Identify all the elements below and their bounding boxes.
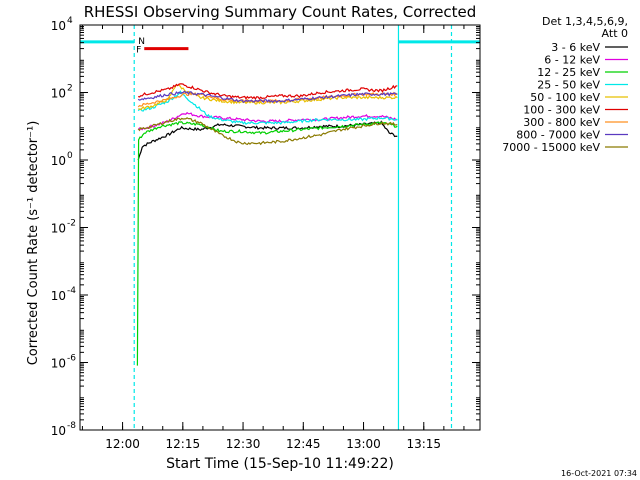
y-tick-exponent-5: -6 [67, 354, 76, 364]
legend-label-2: 12 - 25 keV [537, 66, 600, 79]
legend-label-0: 3 - 6 keV [551, 41, 600, 54]
x-tick-label-1: 12:15 [166, 437, 201, 451]
y-tick-label-0: 10 [51, 19, 66, 33]
x-tick-label-5: 13:15 [406, 437, 441, 451]
series-line-7 [137, 90, 398, 104]
x-tick-label-4: 13:00 [346, 437, 381, 451]
legend-header-1: Att 0 [602, 27, 628, 40]
series-line-8 [137, 117, 398, 146]
state-bar-label-3: F [136, 46, 141, 56]
y-tick-label-5: 10 [51, 357, 66, 371]
y-tick-label-1: 10 [51, 87, 66, 101]
y-tick-label-3: 10 [51, 222, 66, 236]
legend-label-5: 100 - 300 keV [523, 104, 600, 117]
state-bar-label-1: N [138, 37, 145, 47]
x-tick-label-2: 12:30 [226, 437, 261, 451]
series-line-2 [136, 121, 398, 366]
plot-area: NF [80, 25, 480, 430]
y-tick-exponent-0: 4 [67, 16, 73, 26]
y-tick-exponent-3: -2 [67, 219, 76, 229]
legend-label-7: 800 - 7000 keV [516, 129, 600, 142]
y-tick-exponent-2: 0 [67, 151, 73, 161]
legend-label-1: 6 - 12 keV [544, 54, 600, 67]
legend-header-0: Det 1,3,4,5,6,9, [542, 15, 628, 28]
series-group [133, 25, 453, 430]
legend-label-8: 7000 - 15000 keV [502, 141, 600, 154]
legend-label-6: 300 - 800 keV [523, 116, 600, 129]
series-line-5 [138, 83, 398, 100]
y-tick-exponent-4: -4 [67, 286, 76, 296]
plot-frame [79, 24, 481, 431]
legend-label-3: 25 - 50 keV [537, 79, 600, 92]
x-tick-label-3: 12:45 [286, 437, 321, 451]
y-tick-exponent-6: -8 [67, 421, 76, 431]
y-tick-label-6: 10 [51, 424, 66, 438]
y-tick-label-4: 10 [51, 289, 66, 303]
y-axis-label: Corrected Count Rate (s⁻¹ detector⁻¹) [26, 121, 41, 366]
legend-label-4: 50 - 100 keV [530, 91, 600, 104]
x-tick-label-0: 12:00 [105, 437, 140, 451]
y-tick-label-2: 10 [51, 154, 66, 168]
chart-title: RHESSI Observing Summary Count Rates, Co… [84, 3, 477, 21]
x-axis-label: Start Time (15-Sep-10 11:49:22) [166, 456, 394, 472]
y-tick-exponent-1: 2 [67, 84, 73, 94]
footer-timestamp: 16-Oct-2021 07:34 [561, 469, 637, 478]
series-line-3 [137, 90, 398, 126]
